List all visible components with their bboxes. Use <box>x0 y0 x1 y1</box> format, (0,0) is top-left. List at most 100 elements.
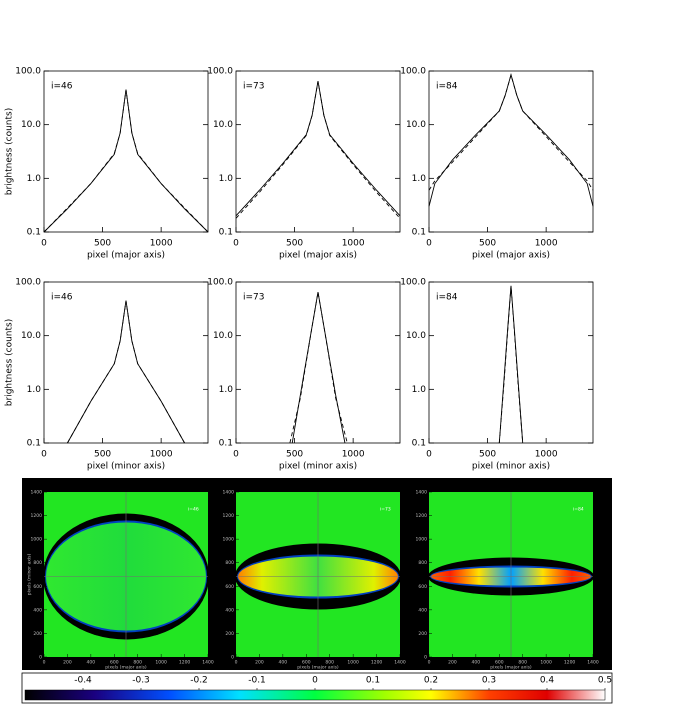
data-line <box>43 90 209 233</box>
y-tick-label: 100.0 <box>15 278 41 288</box>
x-axis-label: pixel (major axis) <box>87 251 165 261</box>
colorbar-gradient <box>24 689 606 701</box>
annotation: i=46 <box>51 293 73 303</box>
y-tick-label: 200 <box>418 631 427 637</box>
y-tick-label: 1.0 <box>412 174 427 184</box>
y-tick-label: 1200 <box>416 513 428 519</box>
y-tick-label: 0.1 <box>412 439 426 449</box>
y-tick-label: 100.0 <box>15 67 41 77</box>
x-tick-label: 1400 <box>394 660 406 666</box>
x-tick-label: 1200 <box>179 660 191 666</box>
y-tick-label: 0 <box>231 655 234 661</box>
y-tick-label: 0.1 <box>219 439 233 449</box>
data-line <box>428 73 594 191</box>
colorbar-tick-label: 0 <box>312 676 318 686</box>
y-tick-label: 10.0 <box>21 331 41 341</box>
y-tick-label: 800 <box>225 560 234 566</box>
y-tick-label: 10.0 <box>406 120 426 130</box>
y-tick-label: 600 <box>33 584 42 590</box>
annotation: i=84 <box>573 507 584 513</box>
plot-frame <box>428 281 594 444</box>
x-tick-label: 600 <box>110 660 119 666</box>
y-tick-label: 1.0 <box>27 174 42 184</box>
colorbar-tick-label: 0.2 <box>424 676 438 686</box>
y-tick-label: 400 <box>225 607 234 613</box>
x-axis-label: pixels (major axis) <box>297 665 339 671</box>
x-axis-label: pixel (minor axis) <box>87 462 165 472</box>
x-tick-label: 500 <box>286 450 303 460</box>
y-tick-label: 1000 <box>31 537 43 543</box>
image-panel: 0 200 400 600 800 1000 1200 1400 0 200 400 600 800 10… <box>27 490 214 671</box>
data-line <box>291 291 346 444</box>
y-tick-label: 0.1 <box>27 228 41 238</box>
y-tick-label: 0.1 <box>27 439 41 449</box>
y-tick-label: 1400 <box>416 490 428 496</box>
data-line <box>428 73 594 207</box>
x-tick-label: 1400 <box>202 660 214 666</box>
plot-frame <box>43 281 209 444</box>
x-tick-label: 400 <box>472 660 481 666</box>
colorbar-tick-label: 0.3 <box>482 676 496 686</box>
data-line <box>43 89 209 233</box>
image <box>429 492 593 657</box>
y-tick-label: 10.0 <box>213 120 233 130</box>
y-tick-label: 1.0 <box>219 385 234 395</box>
y-tick-label: 1400 <box>31 490 43 496</box>
y-axis-label: pixels (minor axis) <box>27 554 33 596</box>
x-tick-label: 400 <box>279 660 288 666</box>
x-tick-label: 1200 <box>371 660 383 666</box>
colorbar: -0.4 -0.3 -0.2 -0.1 0 0.1 0.2 0.3 0.4 0.5 <box>21 672 613 704</box>
data-line <box>235 80 401 217</box>
colorbar-tick-label: -0.1 <box>248 676 266 686</box>
x-tick-label: 200 <box>63 660 72 666</box>
colorbar-tick-label: 0.1 <box>366 676 380 686</box>
x-tick-label: 500 <box>479 239 496 249</box>
x-tick-label: 1000 <box>347 660 359 666</box>
y-tick-label: 0 <box>39 655 42 661</box>
x-tick-label: 1200 <box>564 660 576 666</box>
x-axis-label: pixels (major axis) <box>105 665 147 671</box>
x-axis-label: pixel (major axis) <box>472 251 550 261</box>
colorbar-tick-label: -0.2 <box>190 676 208 686</box>
image <box>44 492 208 657</box>
y-tick-label: 600 <box>418 584 427 590</box>
x-tick-label: 1000 <box>150 239 173 249</box>
annotation: i=73 <box>243 293 265 303</box>
line-panel: 0.1 1.0 10.0 100.0 0 500 1000 pixel (minor axis… <box>207 278 401 472</box>
y-tick-label: 400 <box>33 607 42 613</box>
x-tick-label: 1000 <box>540 660 552 666</box>
y-tick-label: 100.0 <box>207 278 233 288</box>
colorbar-tick-label: -0.4 <box>74 676 92 686</box>
x-tick-label: 500 <box>94 239 111 249</box>
y-tick-label: 0.1 <box>219 228 233 238</box>
y-axis-label: brightness (counts) <box>5 319 15 406</box>
line-panel: 0.1 1.0 10.0 100.0 0 500 1000 pixel (major axis… <box>400 67 594 261</box>
annotation: i=84 <box>436 293 458 303</box>
line-panel: 0.1 1.0 10.0 100.0 0 500 1000 pixel (major axis… <box>207 67 401 261</box>
x-tick-label: 0 <box>426 450 432 460</box>
x-tick-label: 0 <box>233 239 239 249</box>
x-tick-label: 0 <box>233 450 239 460</box>
x-tick-label: 0 <box>41 239 47 249</box>
x-tick-label: 1000 <box>155 660 167 666</box>
annotation: i=73 <box>380 507 391 513</box>
y-tick-label: 1200 <box>31 513 43 519</box>
plot-frame <box>235 70 401 233</box>
x-tick-label: 0 <box>235 660 238 666</box>
y-axis-label: brightness (counts) <box>5 108 15 195</box>
y-tick-label: 1400 <box>223 490 235 496</box>
x-tick-label: 1000 <box>342 450 365 460</box>
data-line <box>498 286 524 444</box>
x-tick-label: 0 <box>426 239 432 249</box>
colorbar-tick-label: 0.5 <box>598 676 612 686</box>
y-tick-label: 0 <box>424 655 427 661</box>
y-tick-label: 1.0 <box>412 385 427 395</box>
y-tick-label: 1000 <box>416 537 428 543</box>
annotation: i=46 <box>51 82 73 92</box>
x-tick-label: 0 <box>43 660 46 666</box>
x-tick-label: 500 <box>94 450 111 460</box>
x-tick-label: 500 <box>286 239 303 249</box>
y-tick-label: 100.0 <box>400 67 426 77</box>
image-panel: 0 200 400 600 800 1000 1200 1400 0 200 400 600 800 10… <box>223 490 406 671</box>
y-tick-label: 0.1 <box>412 228 426 238</box>
